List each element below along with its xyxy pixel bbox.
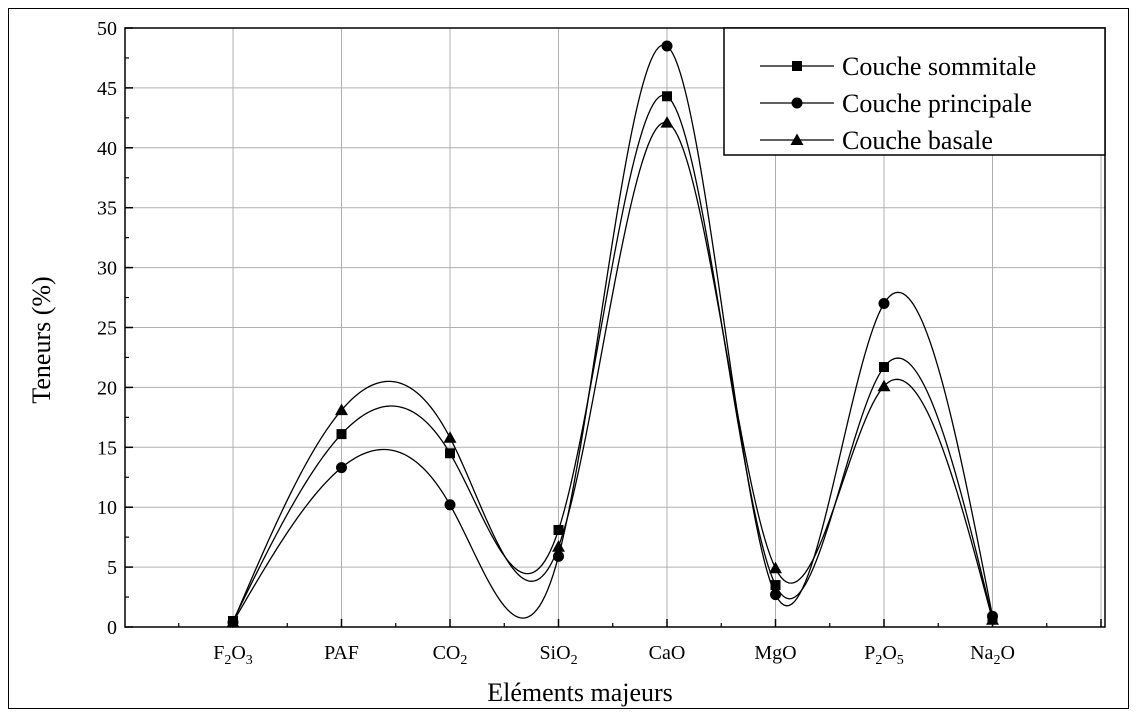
- data-point-square: [662, 91, 672, 102]
- y-tick-labels: 0 5 10 15 20 25 30 35 40 45 50: [97, 18, 117, 639]
- data-point-triangle: [443, 431, 457, 443]
- data-point-square: [553, 524, 564, 535]
- y-tick-label: 5: [107, 557, 117, 579]
- legend: Couche sommitale Couche principale Couche …: [723, 27, 1106, 156]
- x-tick-label: Na2O: [970, 642, 1015, 668]
- axes: [124, 27, 1106, 628]
- data-point-square: [770, 580, 781, 591]
- x-tick-label: F2O3: [213, 642, 253, 668]
- x-tick-label: PAF: [324, 642, 359, 664]
- data-point-triangle: [769, 561, 782, 574]
- y-tick-label: 10: [97, 497, 117, 519]
- y-tick-label: 45: [97, 78, 117, 100]
- data-point-triangle: [986, 613, 999, 625]
- legend-label: Couche principale: [842, 89, 1032, 118]
- series-line-circle: [232, 44, 994, 623]
- data-point-circle: [444, 499, 456, 511]
- series-line-square: [232, 94, 994, 622]
- y-tick-label: 0: [107, 617, 117, 639]
- y-tick-label: 15: [97, 437, 117, 459]
- series-line-triangle: [232, 121, 994, 623]
- data-point-circle: [661, 40, 673, 52]
- data-point-triangle: [660, 116, 674, 128]
- data-point-circle: [770, 589, 781, 601]
- y-tick-label: 40: [97, 138, 117, 160]
- x-tick-label: MgO: [754, 642, 796, 664]
- legend-box: [723, 27, 1106, 156]
- y-tick-label: 35: [97, 198, 117, 220]
- data-point-triangle: [552, 540, 565, 552]
- x-tick-label: SiO2: [539, 642, 577, 668]
- data-point-triangle: [877, 379, 891, 392]
- y-tick-label: 20: [97, 377, 117, 399]
- data-point-square: [445, 448, 455, 459]
- y-tick-label: 25: [97, 318, 117, 340]
- series-markers: [226, 40, 999, 628]
- legend-marker-triangle: [790, 133, 804, 145]
- data-point-square: [336, 429, 347, 440]
- x-tick-label: CO2: [433, 642, 468, 668]
- data-point-triangle: [226, 615, 240, 628]
- data-point-triangle: [335, 403, 348, 416]
- y-tick-label: 30: [97, 258, 117, 280]
- x-tick-labels: F2O3 PAF CO2 SiO2 CaO MgO P2O5 Na2O: [213, 642, 1015, 668]
- x-tick-label: P2O5: [864, 642, 904, 668]
- data-point-circle: [878, 298, 890, 310]
- data-point-circle: [336, 462, 347, 474]
- y-tick-label: 50: [97, 18, 117, 40]
- x-tick-label: CaO: [649, 642, 686, 664]
- x-axis-label: Eléments majeurs: [487, 678, 673, 707]
- legend-label: Couche basale: [842, 126, 993, 155]
- data-point-circle: [553, 550, 564, 562]
- data-point-square: [879, 362, 889, 373]
- legend-marker-square: [792, 61, 802, 71]
- legend-label: Couche sommitale: [842, 52, 1036, 81]
- legend-marker-circle: [791, 97, 803, 109]
- y-axis-label: Teneurs (%): [27, 276, 56, 403]
- series-curves: [232, 44, 994, 623]
